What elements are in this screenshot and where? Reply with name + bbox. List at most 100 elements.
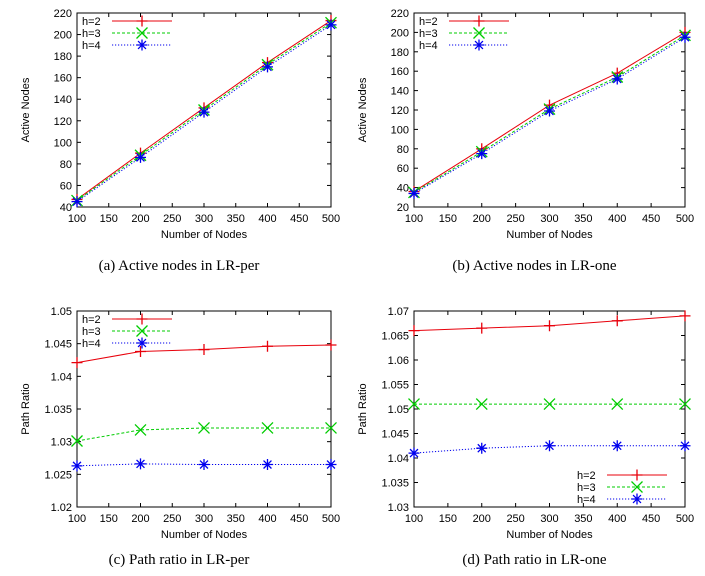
y-tick-label: 1.03 xyxy=(51,437,72,449)
x-tick-label: 350 xyxy=(227,513,245,525)
data-point-h=3 xyxy=(198,421,210,434)
x-tick-label: 300 xyxy=(540,513,558,525)
y-tick-label: 1.045 xyxy=(381,429,409,441)
data-point-h=3 xyxy=(475,398,488,411)
series-line-h=3 xyxy=(76,427,331,442)
y-tick-label: 40 xyxy=(60,202,72,214)
legend-marker xyxy=(473,39,485,51)
y-tick-label: 1.06 xyxy=(388,355,409,367)
data-point-h=3 xyxy=(679,398,691,411)
data-point-h=3 xyxy=(611,398,624,411)
y-tick-label: 60 xyxy=(397,163,409,175)
x-axis-label: Number of Nodes xyxy=(161,529,248,541)
legend: h=2h=3h=4 xyxy=(419,15,509,52)
data-point-h=2 xyxy=(544,320,555,332)
x-tick-label: 500 xyxy=(322,213,340,225)
data-point-h=2 xyxy=(611,315,623,327)
data-point-h=4 xyxy=(476,148,488,160)
data-point-h=3 xyxy=(408,398,420,411)
y-tick-label: 120 xyxy=(391,105,409,117)
legend-label: h=2 xyxy=(577,470,596,482)
legend: h=2h=3h=4 xyxy=(82,15,172,52)
x-tick-label: 100 xyxy=(405,213,423,225)
y-tick-label: 1.03 xyxy=(388,502,409,514)
legend-marker xyxy=(136,27,148,39)
data-point-h=4 xyxy=(408,447,420,459)
y-tick-label: 20 xyxy=(397,202,409,214)
data-point-h=4 xyxy=(476,442,488,454)
legend-label: h=3 xyxy=(419,28,438,40)
x-tick-label: 150 xyxy=(100,213,118,225)
legend-marker xyxy=(136,15,148,27)
legend-label: h=4 xyxy=(82,338,101,350)
y-tick-label: 40 xyxy=(397,183,409,195)
data-point-h=3 xyxy=(71,435,83,447)
y-tick-label: 80 xyxy=(397,144,409,156)
data-point-h=2 xyxy=(71,357,83,369)
subfigure-caption: (c) Path ratio in LR-per xyxy=(109,552,250,568)
data-point-h=2 xyxy=(476,322,488,334)
y-tick-label: 220 xyxy=(54,8,72,20)
data-point-h=4 xyxy=(71,460,83,472)
x-tick-label: 200 xyxy=(473,513,491,525)
legend-marker xyxy=(631,493,643,505)
x-tick-label: 450 xyxy=(290,213,308,225)
data-point-h=4 xyxy=(262,61,273,73)
y-tick-label: 180 xyxy=(391,47,409,59)
y-tick-label: 200 xyxy=(391,27,409,39)
y-tick-label: 200 xyxy=(54,30,72,42)
x-tick-label: 250 xyxy=(506,513,524,525)
data-point-h=4 xyxy=(679,440,691,452)
data-point-h=4 xyxy=(544,105,555,117)
legend-marker xyxy=(473,27,485,39)
plot-frame xyxy=(413,310,686,508)
data-point-h=2 xyxy=(262,340,273,352)
y-axis-label: Active Nodes xyxy=(357,77,369,142)
data-point-h=4 xyxy=(679,31,691,43)
data-point-h=4 xyxy=(135,151,146,163)
y-tick-label: 100 xyxy=(54,137,72,149)
x-tick-label: 400 xyxy=(608,513,626,525)
legend-label: h=2 xyxy=(82,314,101,326)
x-tick-label: 300 xyxy=(195,213,213,225)
x-tick-label: 150 xyxy=(439,513,457,525)
y-axis-label: Active Nodes xyxy=(20,77,32,142)
legend-marker xyxy=(136,313,148,325)
data-point-h=4 xyxy=(408,187,420,199)
y-tick-label: 1.05 xyxy=(388,404,409,416)
data-point-h=4 xyxy=(71,196,83,208)
data-point-h=2 xyxy=(325,339,337,351)
subfigure-caption: (d) Path ratio in LR-one xyxy=(462,552,606,568)
legend-label: h=3 xyxy=(82,28,101,40)
legend-label: h=4 xyxy=(419,40,438,52)
legend-marker xyxy=(136,337,148,349)
x-tick-label: 150 xyxy=(100,513,118,525)
data-point-h=4 xyxy=(325,19,337,31)
data-point-h=4 xyxy=(198,459,210,471)
x-tick-label: 500 xyxy=(676,513,694,525)
chart-panel-3: 100 150 200 250 300 350 400 450 500 1.02 1.025 1.03… xyxy=(20,306,340,568)
y-tick-label: 1.02 xyxy=(51,502,72,514)
data-point-h=4 xyxy=(325,459,337,471)
series-line-h=3 xyxy=(413,34,686,193)
y-tick-label: 60 xyxy=(60,180,72,192)
x-axis-label: Number of Nodes xyxy=(506,529,593,541)
data-point-h=3 xyxy=(261,421,274,434)
legend-label: h=2 xyxy=(419,16,438,28)
data-point-h=4 xyxy=(611,73,623,85)
data-point-h=4 xyxy=(544,440,555,452)
data-point-h=3 xyxy=(325,421,337,434)
x-tick-label: 250 xyxy=(163,213,181,225)
x-axis-label: Number of Nodes xyxy=(161,229,248,241)
y-tick-label: 1.04 xyxy=(388,453,409,465)
y-tick-label: 140 xyxy=(391,86,409,98)
x-tick-label: 100 xyxy=(68,513,86,525)
x-tick-label: 450 xyxy=(290,513,308,525)
data-point-h=2 xyxy=(135,346,146,358)
series-line-h=4 xyxy=(76,24,332,203)
x-tick-label: 400 xyxy=(258,213,276,225)
chart-panel-2: 100 150 200 250 300 350 400 450 500 20 40 60 80 100 12… xyxy=(357,8,694,274)
data-point-h=4 xyxy=(611,440,623,452)
y-axis-label: Path Ratio xyxy=(357,383,369,434)
x-tick-label: 350 xyxy=(574,513,592,525)
